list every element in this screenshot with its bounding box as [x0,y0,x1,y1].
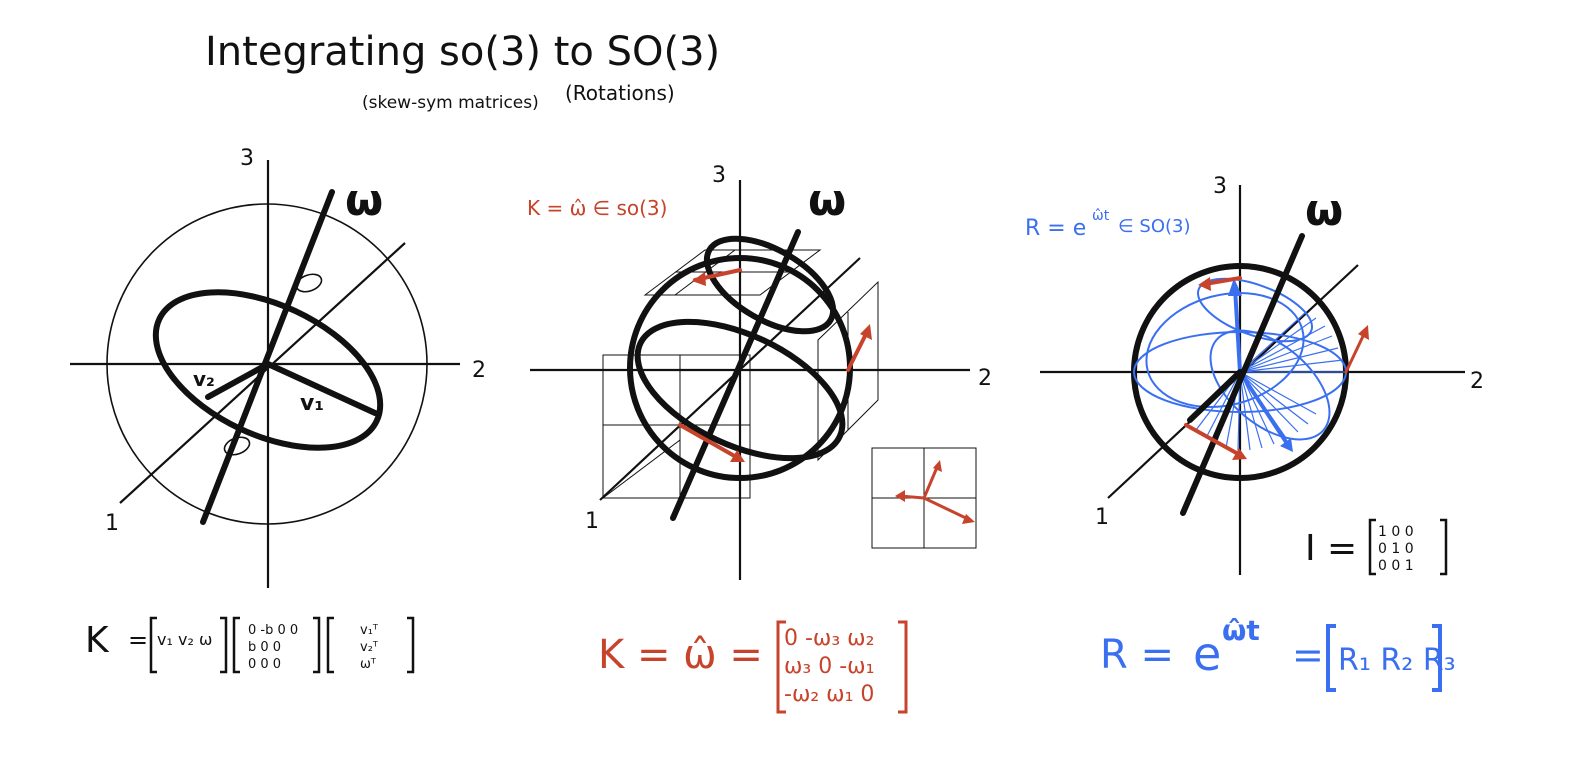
eq1-equals: = [128,626,148,654]
eq1-column-matrix: v₁ v₂ ω [157,630,212,649]
identity-lhs: I = [1305,528,1357,569]
omega-label: ω [808,175,846,226]
identity-row-2: 0 1 0 [1378,541,1414,557]
axis-2-label: 2 [978,366,992,391]
eq1-mid-row-2: b 0 0 [248,640,281,655]
upper-latitude-loop [703,235,837,335]
SO3-annotation-base: R = e [1025,216,1086,241]
eq1-right-row-2: v₂ᵀ [360,640,379,655]
v1-vector [265,361,378,416]
identity-row-3: 0 0 1 [1378,558,1414,574]
eq2-row-2: ω₃ 0 -ω₁ [784,654,874,679]
title-text: Integrating so(3) to SO(3) [205,29,720,75]
eq3-lhs: R = [1100,632,1174,678]
omega-label: ω [1305,185,1343,236]
panel-1-equation: K = v₁ v₂ ω 0 -b 0 0 b 0 0 0 0 0 v₁ᵀ v₂ᵀ… [85,616,415,674]
axis-2-label: 2 [472,358,486,383]
panel-2-tangent-field: 3 2 1 K = ω̂ ∈ so(3) ω [527,163,992,714]
bottom-orientation-loop [223,436,251,456]
identity-row-1: 1 0 0 [1378,524,1414,540]
omega-axis [1180,233,1305,516]
axis-3-label: 3 [240,146,254,171]
eq2-row-1: 0 -ω₃ ω₂ [784,626,874,651]
panel-3-equation: R = e ω̂t = R₁ R₂ R₃ [1100,614,1456,692]
so3-annotation: K = ω̂ ∈ so(3) [527,196,667,220]
eq1-mid-row-3: 0 0 0 [248,657,281,672]
eq1-right-row-1: v₁ᵀ [360,623,379,638]
axis-2-label: 2 [1470,369,1484,394]
v1-label: v₁ [300,391,324,416]
axis-1-label: 1 [105,511,119,536]
eq3-exp: ω̂t [1222,614,1260,647]
eq2-row-3: -ω₂ ω₁ 0 [784,682,874,707]
eq2-lhs: K = ω̂ = [598,632,763,678]
panel-2-equation: K = ω̂ = 0 -ω₃ ω₂ ω₃ 0 -ω₁ -ω₂ ω₁ 0 [598,620,908,714]
axis-3-label: 3 [1213,174,1227,199]
eq3-base: e [1193,627,1221,681]
v2-label: v₂ [193,367,215,391]
eq1-mid-row-1: 0 -b 0 0 [248,623,298,638]
v2-vector [205,361,271,400]
title-sub-right: (Rotations) [565,81,675,105]
axis-3-label: 3 [712,163,726,188]
eq3-equals: = [1292,633,1324,677]
top-orientation-loop [295,273,323,293]
eq1-right-row-3: ωᵀ [360,657,377,672]
title-sub-left: (skew-sym matrices) [362,93,539,113]
axis-1-label: 1 [585,509,599,534]
omega-axis [670,229,801,521]
title-block: Integrating so(3) to SO(3) (skew-sym mat… [205,29,720,113]
equatorial-loop [634,318,846,462]
panel-3-rotation-integration: 3 2 1 R = e ω̂t ∈ SO(3) ω [1025,174,1484,692]
SO3-annotation: R = e ω̂t ∈ SO(3) [1025,208,1191,241]
tangent-arrows [678,268,975,524]
axis-1-label: 1 [1095,505,1109,530]
eq3-matrix: R₁ R₂ R₃ [1338,643,1456,678]
panel-1-skew-decomposition: 3 2 1 v₁ v₂ ω K = v₁ v₂ ω 0 -b 0 0 b 0 0… [70,146,486,674]
SO3-annotation-tail: ∈ SO(3) [1118,216,1191,237]
eq1-lhs: K [85,620,110,661]
sphere-outline [106,203,428,525]
SO3-annotation-exp: ω̂t [1092,208,1110,224]
omega-label: ω [345,175,383,226]
omega-axis [200,189,335,525]
identity-matrix: I = 1 0 0 0 1 0 0 0 1 [1305,518,1448,576]
red-frame-arrows [1184,276,1369,460]
